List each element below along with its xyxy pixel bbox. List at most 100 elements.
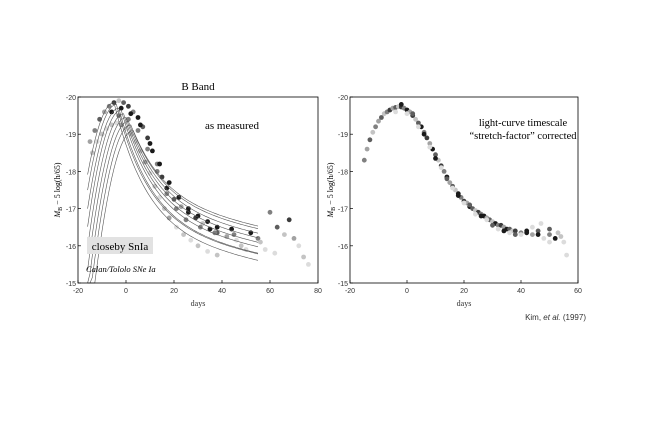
left-data-point bbox=[135, 115, 141, 120]
left-template-curve bbox=[87, 117, 259, 270]
right-data-point bbox=[512, 232, 518, 238]
citation-year: (1997) bbox=[561, 313, 587, 322]
left-template-curve bbox=[87, 130, 259, 284]
right-y-axis-label: MB − 5 log(h/65) bbox=[326, 162, 337, 218]
right-panel: -20 -19 -18 -17 -16 -15 -20 0 20 40 60 light-curv… bbox=[326, 95, 586, 322]
right-data-point bbox=[490, 222, 495, 228]
left-data-point bbox=[262, 247, 268, 252]
left-x-tick-label: 20 bbox=[170, 288, 178, 295]
left-data-point bbox=[258, 239, 263, 245]
right-data-point bbox=[413, 116, 418, 122]
left-x-axis: -20 0 20 40 60 80 bbox=[73, 280, 322, 295]
right-x-tick-label: 40 bbox=[517, 288, 525, 295]
right-y-tick-label: -18 bbox=[338, 169, 348, 176]
left-data-point bbox=[150, 148, 155, 154]
right-data-point bbox=[461, 200, 467, 206]
right-data-point bbox=[535, 232, 541, 238]
right-data-point bbox=[447, 180, 453, 186]
right-ylabel-sub: B bbox=[331, 207, 337, 211]
right-ylabel-rest: − 5 log(h/65) bbox=[326, 162, 335, 207]
left-data-point bbox=[174, 224, 179, 230]
left-data-point bbox=[109, 109, 114, 115]
left-data-point bbox=[157, 161, 163, 167]
left-template-curve bbox=[87, 124, 259, 284]
right-data-point bbox=[473, 211, 478, 217]
right-data-point bbox=[564, 252, 569, 258]
right-data-point bbox=[495, 226, 501, 232]
right-data-point bbox=[530, 224, 535, 230]
right-x-tick-label: 20 bbox=[460, 288, 468, 295]
left-label-box bbox=[87, 237, 153, 254]
citation-label: Kim, et al. (1997) bbox=[525, 313, 586, 322]
right-data-point bbox=[393, 109, 398, 115]
right-y-tick-label: -16 bbox=[338, 244, 348, 251]
right-ylabel-m: M bbox=[326, 209, 335, 218]
right-data-point bbox=[410, 111, 416, 117]
left-template-curve bbox=[87, 120, 259, 284]
left-data-point bbox=[267, 209, 273, 215]
left-data-point bbox=[195, 213, 201, 219]
right-data-point bbox=[538, 221, 544, 226]
right-data-point bbox=[416, 124, 421, 130]
left-y-axis: -20 -19 -18 -17 -16 -15 bbox=[66, 95, 81, 288]
left-ylabel-sub: B bbox=[58, 207, 64, 211]
left-data-point bbox=[128, 111, 134, 117]
right-data-point bbox=[421, 131, 427, 137]
left-data-point bbox=[301, 254, 306, 260]
left-data-point bbox=[145, 135, 151, 141]
right-data-point bbox=[438, 165, 444, 171]
left-data-point bbox=[186, 206, 191, 212]
right-data-point bbox=[370, 129, 376, 135]
left-data-point bbox=[183, 217, 189, 223]
right-y-tick-label: -20 bbox=[338, 95, 348, 102]
left-panel: B Band -20 -19 -18 -17 -16 -15 -20 0 20 40 60 80 a… bbox=[53, 81, 322, 308]
citation-name: Kim, bbox=[525, 313, 543, 322]
left-data-points bbox=[87, 98, 311, 267]
right-data-point bbox=[427, 144, 433, 150]
left-data-point bbox=[296, 243, 302, 249]
right-data-point bbox=[524, 230, 530, 236]
right-data-point bbox=[555, 230, 561, 236]
left-y-tick-label: -19 bbox=[66, 132, 76, 139]
left-template-curves bbox=[87, 102, 259, 284]
left-data-point bbox=[135, 128, 141, 133]
left-y-axis-label: MB − 5 log(h/65) bbox=[53, 162, 64, 218]
left-data-point bbox=[106, 103, 112, 109]
left-data-point bbox=[125, 103, 131, 109]
right-data-point bbox=[444, 176, 450, 182]
left-data-point bbox=[186, 209, 191, 215]
right-y-tick-label: -19 bbox=[338, 132, 348, 139]
right-data-point bbox=[433, 152, 438, 158]
right-data-point bbox=[367, 137, 373, 143]
left-source-label: Calan/Tololo SNe Ia bbox=[86, 264, 156, 274]
left-template-curve bbox=[87, 102, 259, 261]
right-annotation-line1: light-curve timescale bbox=[479, 118, 568, 129]
left-data-point bbox=[195, 243, 201, 249]
left-data-point bbox=[176, 195, 182, 200]
left-x-tick-label: 60 bbox=[266, 288, 274, 295]
left-data-point bbox=[128, 131, 134, 137]
right-data-point bbox=[518, 232, 524, 238]
left-template-curve bbox=[87, 107, 259, 254]
left-template-curve bbox=[87, 109, 259, 248]
right-data-point bbox=[530, 232, 535, 238]
right-data-point bbox=[373, 124, 378, 130]
left-data-point bbox=[174, 206, 179, 212]
left-x-axis-label: days bbox=[191, 299, 206, 308]
left-data-point bbox=[90, 150, 95, 156]
left-data-point bbox=[145, 146, 151, 152]
left-x-tick-label: -20 bbox=[73, 288, 83, 295]
right-data-point bbox=[441, 169, 447, 174]
right-data-point bbox=[507, 230, 512, 236]
right-data-point bbox=[558, 234, 564, 239]
left-x-tick-label: 0 bbox=[124, 288, 128, 295]
left-data-point bbox=[138, 122, 143, 128]
left-data-point bbox=[272, 250, 278, 256]
right-data-point bbox=[416, 120, 421, 126]
left-x-tick-label: 40 bbox=[218, 288, 226, 295]
left-data-point bbox=[121, 100, 126, 105]
right-data-point bbox=[404, 111, 410, 117]
right-data-points bbox=[361, 102, 569, 258]
right-data-point bbox=[512, 228, 518, 234]
right-data-point bbox=[547, 226, 552, 232]
